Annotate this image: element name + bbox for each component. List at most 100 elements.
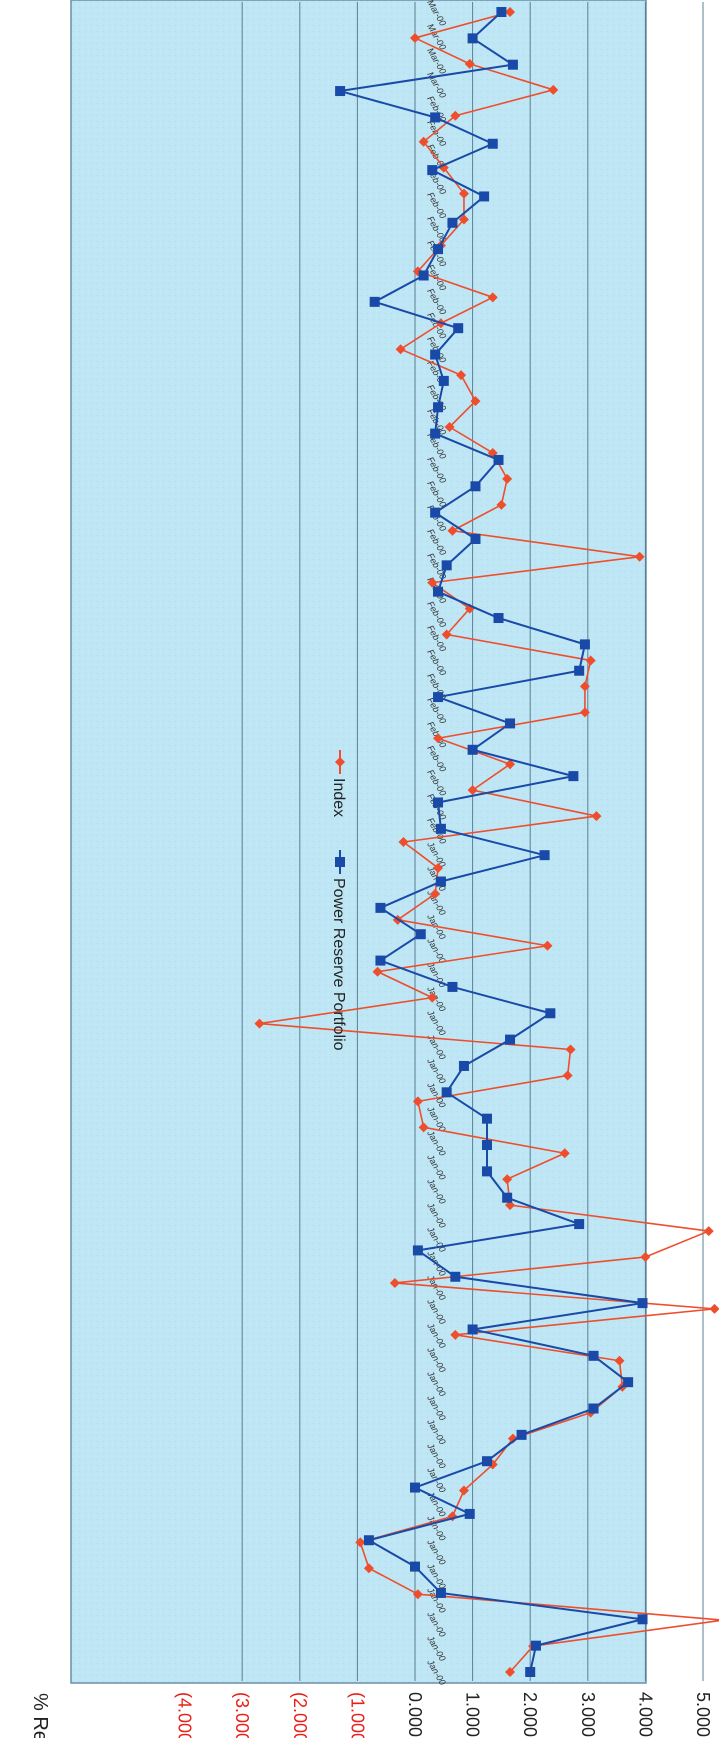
index-point: [487, 292, 498, 303]
index-point: [470, 396, 481, 407]
index-point: [355, 1537, 366, 1548]
power-reserve-point: [335, 86, 346, 97]
power-reserve-point: [479, 191, 490, 202]
power-reserve-point: [418, 270, 429, 281]
index-point: [458, 188, 469, 199]
index-point: [585, 655, 596, 666]
power-reserve-point: [588, 1403, 599, 1414]
power-reserve-point: [375, 902, 386, 913]
power-reserve-point: [588, 1350, 599, 1361]
y-tick-label: (3.000): [232, 1692, 252, 1738]
legend-item-index: Index: [330, 750, 347, 817]
index-point: [464, 58, 475, 69]
index-point: [389, 1277, 400, 1288]
index-point: [505, 7, 516, 17]
power-reserve-point: [369, 296, 380, 307]
power-reserve-series-line: [339, 11, 644, 1673]
power-reserve-point: [470, 533, 481, 544]
index-point: [444, 422, 455, 432]
index-point: [542, 940, 553, 951]
power-reserve-point: [637, 1614, 648, 1625]
legend: Index Power Reserve Portfolio: [330, 750, 347, 1051]
power-reserve-point: [363, 1535, 374, 1546]
power-reserve-point: [502, 1192, 513, 1203]
index-point: [450, 110, 461, 121]
legend-power-reserve-marker: [335, 857, 345, 867]
index-point: [398, 837, 409, 847]
power-reserve-point: [433, 402, 444, 413]
index-point: [254, 1018, 265, 1029]
index-point: [562, 1070, 573, 1081]
index-point: [450, 1329, 461, 1340]
legend-index-marker: [335, 757, 345, 767]
y-tick-label: (4.000): [175, 1692, 195, 1738]
power-reserve-point: [435, 823, 446, 834]
power-reserve-point: [435, 876, 446, 887]
power-reserve-point: [574, 665, 585, 676]
power-reserve-point: [467, 33, 478, 44]
legend-item-power-reserve: Power Reserve Portfolio: [330, 850, 347, 1051]
power-reserve-point: [450, 1271, 461, 1282]
power-reserve-point: [447, 217, 458, 228]
index-point: [565, 1044, 576, 1055]
power-reserve-point: [458, 1060, 469, 1071]
legend-label-power-reserve: Power Reserve Portfolio: [330, 878, 347, 1051]
index-point: [372, 966, 383, 977]
index-point: [502, 473, 513, 484]
index-point: [505, 1667, 516, 1677]
power-reserve-point: [415, 929, 426, 940]
index-point: [456, 370, 467, 381]
power-reserve-point: [530, 1640, 541, 1651]
power-reserve-point: [579, 639, 590, 650]
power-reserve-point: [574, 1219, 585, 1230]
power-reserve-point: [482, 1140, 492, 1151]
index-point: [548, 84, 559, 95]
power-reserve-point: [493, 454, 504, 465]
power-reserve-point: [441, 1087, 452, 1098]
index-point: [634, 551, 645, 562]
power-reserve-point: [467, 744, 478, 755]
index-point: [412, 1096, 423, 1107]
power-reserve-point: [433, 586, 444, 597]
power-reserve-point: [433, 797, 444, 808]
power-reserve-point: [568, 771, 579, 782]
y-tick-label: 5.000: [693, 1692, 713, 1737]
index-point: [418, 1122, 429, 1133]
index-point: [430, 888, 441, 899]
index-point: [427, 992, 438, 1003]
power-reserve-point: [447, 981, 458, 992]
index-point: [447, 525, 458, 536]
y-axis-ticks: 6.0005.0004.0003.0002.0001.0000.000(1.00…: [175, 1692, 713, 1738]
index-point: [614, 1355, 625, 1366]
power-reserve-point: [482, 1166, 492, 1177]
power-reserve-point: [467, 1324, 478, 1335]
index-point: [579, 681, 590, 692]
power-reserve-point: [516, 1429, 527, 1440]
power-reserve-point: [375, 955, 386, 966]
index-point: [418, 136, 429, 147]
grid-lines: [241, 2, 704, 1681]
power-reserve-point: [525, 1667, 536, 1677]
power-reserve-point: [637, 1298, 648, 1309]
index-point: [458, 214, 469, 225]
power-reserve-point: [430, 112, 441, 123]
index-point: [433, 862, 444, 873]
y-tick-label: 3.000: [578, 1692, 598, 1737]
index-point: [433, 733, 444, 744]
power-reserve-point: [441, 560, 452, 571]
plot-area: [70, 0, 647, 1684]
power-reserve-point: [496, 7, 507, 17]
index-point: [502, 1174, 513, 1185]
index-point: [559, 1148, 570, 1159]
legend-label-index: Index: [330, 778, 347, 817]
power-reserve-point: [623, 1377, 634, 1388]
power-reserve-point: [539, 850, 550, 861]
power-reserve-point: [507, 59, 518, 70]
index-point: [363, 1563, 374, 1574]
y-tick-label: 1.000: [463, 1692, 483, 1737]
index-point: [591, 811, 602, 822]
y-tick-label: 4.000: [635, 1692, 655, 1737]
power-reserve-point: [482, 1456, 492, 1467]
power-reserve-point: [482, 1113, 492, 1124]
